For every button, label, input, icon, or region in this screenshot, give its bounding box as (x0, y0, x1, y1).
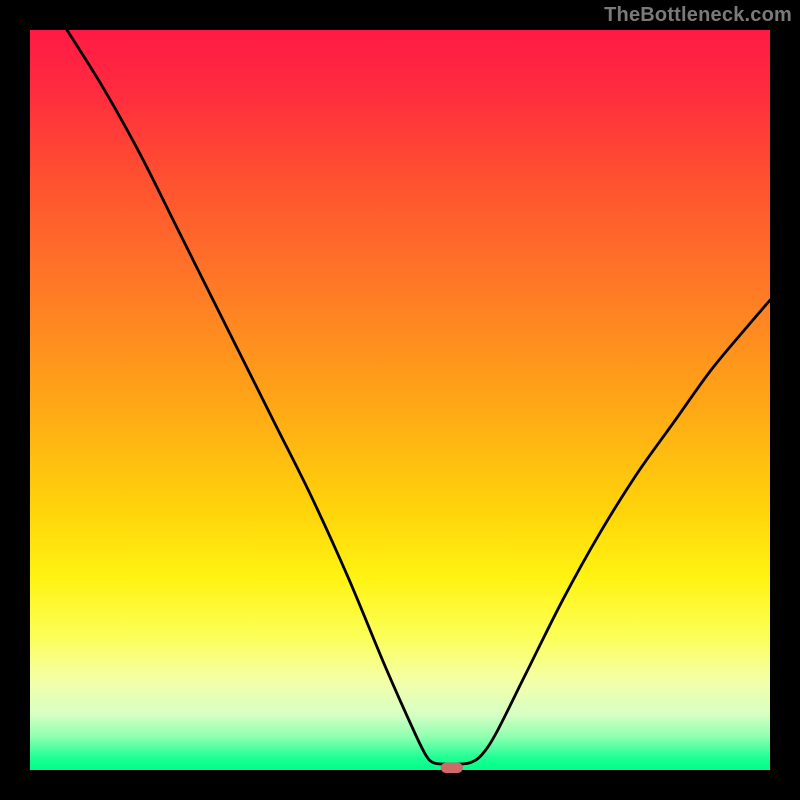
optimal-marker (441, 763, 463, 773)
chart-frame: TheBottleneck.com (0, 0, 800, 800)
watermark-text: TheBottleneck.com (604, 4, 792, 27)
bottleneck-chart (0, 0, 800, 800)
chart-plot-area (30, 30, 770, 770)
